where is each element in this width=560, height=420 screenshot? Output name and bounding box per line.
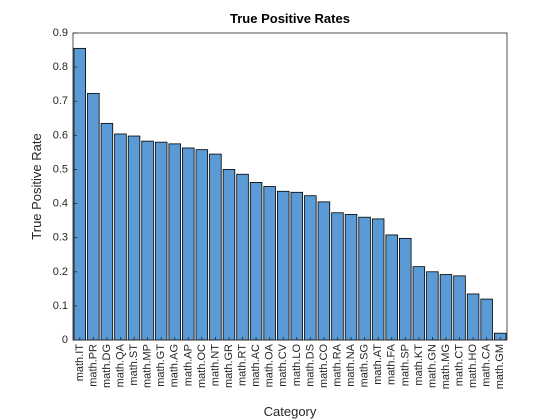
x-tick-label: math.AG [169,344,181,387]
plot-frame [72,32,508,341]
x-tick-label: math.SP [399,344,411,386]
x-tick-label: math.DG [101,344,113,388]
x-tick-label: math.GN [426,344,438,388]
bar [304,195,317,341]
x-tick-label: math.CO [318,344,330,388]
y-tick-label: 0.5 [53,163,68,175]
bar [222,169,236,341]
y-tick-label: 0.2 [53,266,68,278]
x-tick-label: math.RA [331,343,343,386]
x-tick-label: math.AC [250,344,262,387]
x-tick-label: math.MG [440,344,452,389]
x-tick-label: math.IT [74,344,86,382]
bar [426,271,439,341]
bar [439,274,453,341]
x-tick-label: math.NT [209,344,221,386]
y-tick-label: 0.4 [53,198,68,210]
bar [276,190,290,341]
x-tick-label: math.CV [277,343,289,386]
x-tick-label: math.PR [87,344,99,387]
bar [100,122,114,341]
x-tick-label: math.AP [182,344,194,386]
bar [249,182,263,341]
x-tick-label: math.RT [237,344,249,386]
x-axis-title: Category [264,404,317,419]
x-tick-label: math.OC [196,344,208,388]
y-tick-label: 0.8 [53,61,68,73]
bar [331,212,344,341]
bar [236,173,249,341]
bar [480,298,493,341]
x-tick-label: math.HO [467,344,479,388]
x-tick-label: math.FA [386,343,398,385]
bar [317,201,331,341]
bar [73,47,87,341]
x-tick-label: math.SG [359,344,371,387]
y-tick-label: 0.6 [53,129,68,141]
bar [154,141,168,341]
bar [358,216,371,341]
y-tick-label: 0.3 [53,232,68,244]
bar [114,133,127,341]
x-tick-label: math.OA [264,343,276,387]
bar [466,293,480,341]
x-tick-label: math.KT [413,344,425,386]
y-tick-label: 0.7 [53,95,68,107]
x-tick-label: math.CA [481,343,493,386]
bar [141,140,154,341]
bar [209,153,222,341]
x-tick-label: math.DS [304,344,316,387]
y-tick-label: 0.9 [53,27,68,39]
bar [290,191,304,341]
bar [412,266,426,341]
bar [127,135,141,341]
bar [453,275,466,341]
bar [168,143,181,341]
bar [263,186,276,341]
x-tick-label: math.LO [291,344,303,387]
bar [182,147,195,341]
x-tick-label: math.NA [345,343,357,386]
x-tick-label: math.GM [494,344,506,389]
x-tick-label: math.QA [114,343,126,387]
chart-title: True Positive Rates [230,11,350,26]
x-tick-label: math.MP [142,344,154,388]
bar [371,218,385,341]
bar [399,237,412,341]
bar [385,234,398,341]
y-tick-label: 0.1 [53,300,68,312]
bar [87,92,100,341]
y-tick-label: 0 [62,334,68,346]
x-tick-label: math.GT [155,344,167,387]
y-axis: 0 0.1 0.2 0.3 0.4 0.5 0.6 0.7 0.8 0.9 [53,27,77,346]
x-tick-label: math.ST [128,344,140,386]
x-tick-label: math.AT [372,344,384,385]
x-tick-label: math.CT [454,344,466,386]
bar [344,214,358,341]
y-axis-title: True Positive Rate [29,133,44,239]
bar [195,149,209,341]
x-tick-label: math.GR [223,344,235,388]
x-axis: math.IT math.PR math.DG math.QA math.ST math.… [74,337,506,389]
